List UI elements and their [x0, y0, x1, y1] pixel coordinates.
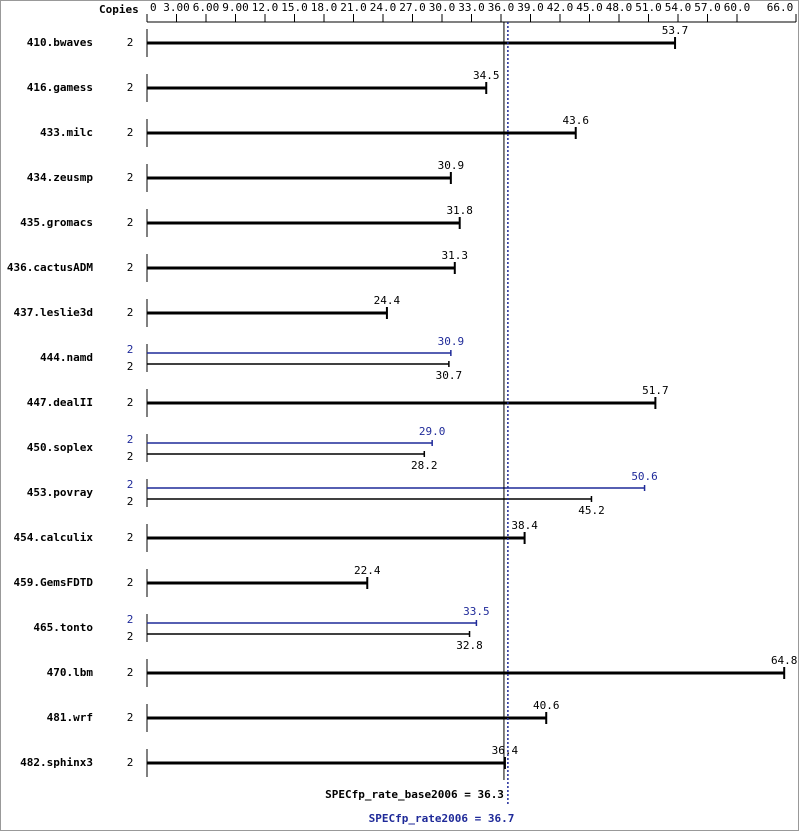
benchmark-label: 454.calculix [14, 531, 94, 544]
x-tick-label: 12.0 [252, 1, 279, 14]
base-value-label: 28.2 [411, 459, 438, 472]
benchmark-label: 434.zeusmp [27, 171, 94, 184]
reference-label: SPECfp_rate2006 = 36.7 [369, 812, 515, 825]
benchmark-label: 482.sphinx3 [20, 756, 93, 769]
x-tick-label: 33.0 [458, 1, 485, 14]
benchmark-label: 435.gromacs [20, 216, 93, 229]
base-copies: 2 [127, 495, 134, 508]
benchmark-label: 447.dealII [27, 396, 93, 409]
peak-value-label: 29.0 [419, 425, 446, 438]
x-tick-label: 39.0 [517, 1, 544, 14]
x-tick-label: 9.00 [222, 1, 249, 14]
benchmark-label: 465.tonto [33, 621, 93, 634]
base-copies: 2 [127, 261, 134, 274]
peak-copies: 2 [127, 478, 134, 491]
base-copies: 2 [127, 666, 134, 679]
x-tick-label: 6.00 [193, 1, 220, 14]
peak-copies: 2 [127, 343, 134, 356]
x-tick-label: 42.0 [547, 1, 574, 14]
base-copies: 2 [127, 81, 134, 94]
x-tick-label: 60.0 [724, 1, 751, 14]
x-tick-label: 57.0 [694, 1, 721, 14]
peak-value-label: 30.9 [438, 335, 465, 348]
x-tick-label: 21.0 [340, 1, 367, 14]
base-value-label: 51.7 [642, 384, 669, 397]
benchmark-label: 437.leslie3d [14, 306, 93, 319]
base-copies: 2 [127, 171, 134, 184]
base-value-label: 36.4 [492, 744, 519, 757]
benchmark-label: 436.cactusADM [7, 261, 93, 274]
reference-label: SPECfp_rate_base2006 = 36.3 [325, 788, 504, 801]
peak-copies: 2 [127, 433, 134, 446]
benchmark-label: 410.bwaves [27, 36, 93, 49]
copies-header: Copies [99, 3, 139, 16]
base-copies: 2 [127, 711, 134, 724]
benchmark-label: 433.milc [40, 126, 93, 139]
base-copies: 2 [127, 756, 134, 769]
base-copies: 2 [127, 396, 134, 409]
base-value-label: 34.5 [473, 69, 500, 82]
x-tick-label: 66.0 [767, 1, 794, 14]
base-value-label: 64.8 [771, 654, 798, 667]
benchmark-label: 481.wrf [47, 711, 93, 724]
base-value-label: 53.7 [662, 24, 689, 37]
base-value-label: 31.3 [442, 249, 469, 262]
benchmark-label: 416.gamess [27, 81, 93, 94]
base-value-label: 32.8 [456, 639, 483, 652]
base-copies: 2 [127, 36, 134, 49]
x-tick-label: 30.0 [429, 1, 456, 14]
base-value-label: 22.4 [354, 564, 381, 577]
base-value-label: 30.9 [438, 159, 465, 172]
base-copies: 2 [127, 450, 134, 463]
base-value-label: 30.7 [436, 369, 463, 382]
base-value-label: 31.8 [446, 204, 473, 217]
base-value-label: 40.6 [533, 699, 560, 712]
benchmark-label: 450.soplex [27, 441, 94, 454]
x-tick-label: 27.0 [399, 1, 426, 14]
x-tick-label: 3.00 [163, 1, 190, 14]
x-tick-label: 48.0 [606, 1, 633, 14]
base-copies: 2 [127, 216, 134, 229]
x-tick-label: 51.0 [635, 1, 662, 14]
base-value-label: 45.2 [578, 504, 605, 517]
base-value-label: 43.6 [562, 114, 589, 127]
base-copies: 2 [127, 630, 134, 643]
benchmark-label: 453.povray [27, 486, 94, 499]
x-tick-label: 24.0 [370, 1, 397, 14]
x-tick-label: 54.0 [665, 1, 692, 14]
base-copies: 2 [127, 306, 134, 319]
peak-value-label: 33.5 [463, 605, 490, 618]
base-copies: 2 [127, 126, 134, 139]
base-copies: 2 [127, 531, 134, 544]
x-tick-label: 36.0 [488, 1, 515, 14]
x-tick-label: 15.0 [281, 1, 308, 14]
peak-value-label: 50.6 [631, 470, 658, 483]
benchmark-label: 444.namd [40, 351, 93, 364]
base-value-label: 38.4 [511, 519, 538, 532]
base-copies: 2 [127, 576, 134, 589]
base-value-label: 24.4 [374, 294, 401, 307]
x-tick-label: 0 [150, 1, 157, 14]
benchmark-label: 470.lbm [47, 666, 94, 679]
benchmark-label: 459.GemsFDTD [14, 576, 94, 589]
x-tick-label: 45.0 [576, 1, 603, 14]
base-copies: 2 [127, 360, 134, 373]
peak-copies: 2 [127, 613, 134, 626]
x-tick-label: 18.0 [311, 1, 338, 14]
